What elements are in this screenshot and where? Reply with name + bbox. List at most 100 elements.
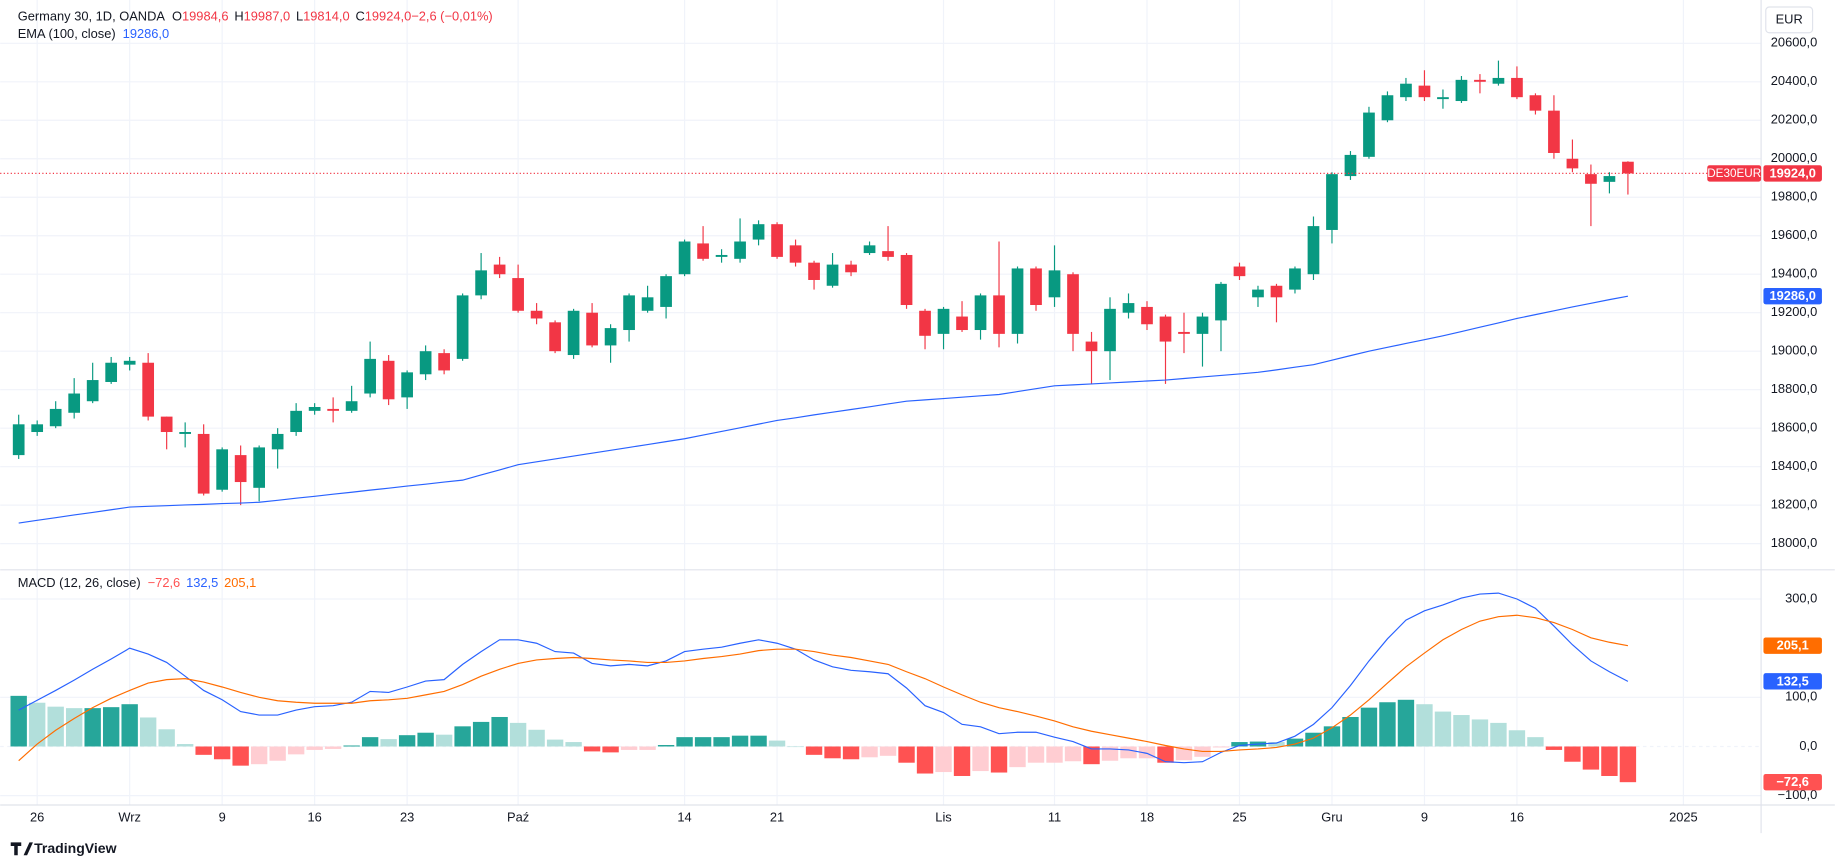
histogram-bar [1508, 730, 1526, 747]
symbol-tag: DE30EUR [1707, 167, 1761, 180]
legend-key: L [296, 9, 303, 24]
candle-body [1381, 95, 1394, 121]
candle-body [86, 380, 99, 402]
candle-body [863, 245, 876, 254]
histogram-bar [583, 746, 601, 752]
y-tick-label: 0,0 [1799, 738, 1817, 753]
histogram-bar [417, 732, 434, 747]
candle-body [1159, 316, 1172, 342]
candle-body [12, 424, 25, 456]
candle-body [660, 276, 672, 307]
candle-body [586, 312, 598, 346]
candle-body [937, 308, 950, 334]
histogram-bar [1064, 746, 1082, 762]
macd-tag-box [1763, 673, 1822, 690]
candle-body [438, 353, 450, 371]
candle-body [678, 241, 691, 275]
histogram-bar [1601, 746, 1618, 776]
last-price-tag: 19924,0 [1769, 165, 1815, 180]
x-tick-label: 14 [677, 809, 691, 824]
histogram-bar [102, 707, 120, 747]
legend-value: 19924,0 [365, 9, 411, 24]
histogram-bar [84, 708, 101, 747]
candle-body [1455, 79, 1468, 102]
histogram-bar [232, 746, 249, 766]
candle-body [1511, 77, 1523, 98]
histogram-bar [269, 746, 286, 761]
candle-body [974, 295, 987, 331]
histogram-bar [1619, 746, 1637, 783]
histogram-bar [1527, 737, 1544, 747]
candle-body [826, 264, 839, 286]
candle-body [382, 360, 395, 400]
y-tick-label: −100,0 [1778, 787, 1818, 802]
histogram-bar [805, 746, 823, 755]
histogram-bar [787, 746, 804, 748]
currency-box[interactable] [1765, 6, 1814, 34]
histogram-bar [1009, 746, 1026, 768]
signal-line [18, 614, 1629, 762]
x-tick-label: 18 [1140, 809, 1154, 824]
legend-value: 132,5 [186, 575, 218, 590]
x-tick-label: Gru [1321, 809, 1342, 824]
histogram-tag: −72,6 [1776, 774, 1809, 789]
candle-body [290, 410, 302, 433]
histogram-bar [935, 746, 952, 773]
histogram-bar [657, 745, 675, 747]
y-tick-label: 18800,0 [1771, 381, 1817, 396]
histogram-bar [676, 737, 693, 747]
histogram-bar [361, 737, 379, 747]
candle-body [253, 447, 265, 488]
candle-body [771, 224, 783, 257]
candle-body [1270, 285, 1283, 298]
legend: EMA (100, close) 19286,0 [18, 27, 169, 42]
candle-body [1492, 77, 1505, 84]
candle-body [752, 224, 765, 240]
y-tick-label: 19800,0 [1771, 189, 1817, 204]
histogram-bar [1490, 722, 1507, 747]
candle-body [1104, 308, 1116, 352]
candle-body [512, 278, 524, 311]
histogram-bar [916, 746, 934, 774]
candle-body [160, 416, 173, 433]
candle-body [697, 243, 709, 259]
y-tick-label: 300,0 [1785, 590, 1817, 605]
candle-body [1529, 95, 1542, 111]
candle-body [1548, 110, 1560, 153]
legend-title: MACD (12, 26, close) [18, 575, 141, 590]
legend-value: 205,1 [224, 575, 256, 590]
histogram-bar [972, 746, 989, 772]
candle-body [456, 295, 469, 359]
ema-tag: 19286,0 [1769, 288, 1815, 303]
candle-body [882, 251, 894, 257]
candle-body [1215, 283, 1227, 321]
histogram-bar [195, 746, 212, 755]
histogram-bar [1545, 746, 1563, 750]
histogram-bar [324, 746, 342, 749]
histogram-bar [1360, 707, 1378, 747]
brand-logo: TradingView [10, 840, 117, 856]
candle-body [179, 432, 192, 434]
histogram-bar [842, 746, 860, 760]
histogram-bar [953, 746, 971, 776]
candle-body [1437, 97, 1449, 100]
last-price-tag-box [1763, 165, 1822, 182]
candle-body [1122, 303, 1135, 313]
candle-body [789, 245, 802, 263]
candle-body [68, 393, 81, 413]
x-tick-label: 23 [400, 809, 414, 824]
histogram-bar [1416, 704, 1433, 747]
histogram-bar [1342, 716, 1359, 747]
histogram-bar [546, 739, 564, 747]
histogram-bar [287, 746, 305, 755]
histogram-bar [824, 746, 841, 759]
candle-body [216, 449, 229, 490]
x-tick-label: 21 [770, 809, 784, 824]
histogram-bar [380, 739, 397, 747]
y-tick-label: 20200,0 [1771, 112, 1817, 127]
histogram-bar [10, 695, 27, 747]
histogram-bar [1268, 742, 1285, 747]
histogram-bar [879, 746, 897, 756]
candle-body [1233, 266, 1246, 277]
